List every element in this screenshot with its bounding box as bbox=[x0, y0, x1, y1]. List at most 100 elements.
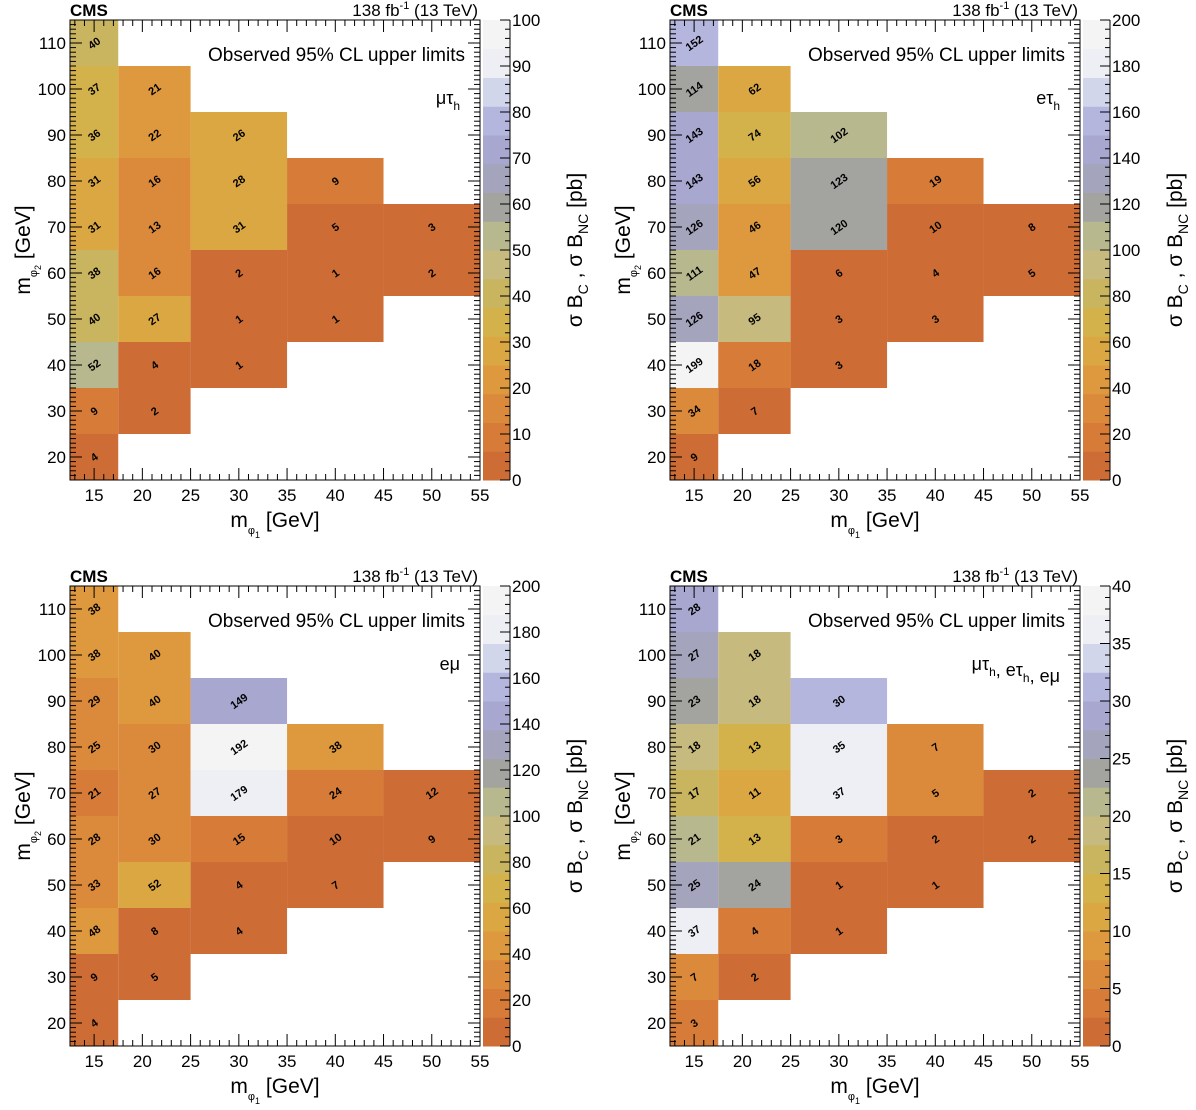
colorbar-tick-label: 180 bbox=[1112, 57, 1140, 76]
cell-value-label: 28 bbox=[86, 831, 103, 848]
colorbar-tick-label: 80 bbox=[512, 103, 531, 122]
cell-value-label: 29 bbox=[86, 693, 103, 710]
cell-value-label: 13 bbox=[147, 219, 164, 236]
y-tick-label: 80 bbox=[647, 172, 666, 191]
y-tick-label: 30 bbox=[47, 402, 66, 421]
heatmap-cell bbox=[190, 770, 288, 816]
colorbar-tick-label: 100 bbox=[512, 11, 540, 30]
colorbar-segment bbox=[483, 192, 510, 222]
cell-value-label: 13 bbox=[747, 831, 764, 848]
cell-value-label: 10 bbox=[327, 831, 344, 848]
y-tick-label: 60 bbox=[47, 264, 66, 283]
colorbar-segment bbox=[1083, 614, 1110, 644]
heatmap-cell bbox=[790, 816, 888, 862]
colorbar-segment bbox=[1083, 902, 1110, 932]
heatmap-cell bbox=[287, 724, 384, 770]
cell-value-label: 38 bbox=[86, 601, 103, 618]
x-tick-label: 15 bbox=[685, 1052, 704, 1071]
cell-value-label: 5 bbox=[330, 221, 342, 234]
colorbar-segment bbox=[483, 643, 510, 673]
colorbar-tick-label: 0 bbox=[1112, 1037, 1121, 1056]
cell-value-label: 1 bbox=[330, 313, 342, 326]
colorbar-segment bbox=[483, 729, 510, 759]
y-tick-label: 80 bbox=[47, 738, 66, 757]
chart-panel-2: 9341991261111261431431141527189547465674… bbox=[612, 0, 1191, 540]
x-tick-label: 25 bbox=[181, 486, 200, 505]
heatmap-cell bbox=[887, 204, 984, 250]
cell-value-label: 6 bbox=[833, 267, 845, 280]
y-tick-label: 20 bbox=[47, 448, 66, 467]
cell-value-label: 3 bbox=[833, 313, 845, 326]
heatmap-cell bbox=[790, 862, 888, 908]
heatmap-cell bbox=[887, 862, 984, 908]
heatmap-cell bbox=[790, 158, 888, 204]
colorbar-segment bbox=[483, 758, 510, 788]
experiment-label: CMS bbox=[70, 567, 108, 586]
y-tick-label: 70 bbox=[47, 784, 66, 803]
heatmap-cell bbox=[887, 296, 984, 342]
colorbar-segment bbox=[1083, 672, 1110, 702]
y-tick-label: 50 bbox=[647, 310, 666, 329]
heatmap-cell bbox=[118, 204, 191, 250]
colorbar-segment bbox=[483, 816, 510, 846]
y-tick-label: 80 bbox=[47, 172, 66, 191]
cell-value-label: 62 bbox=[747, 81, 764, 98]
y-tick-label: 30 bbox=[647, 402, 666, 421]
luminosity-label: 138 fb-1 (13 TeV) bbox=[952, 566, 1078, 586]
colorbar-tick-label: 160 bbox=[1112, 103, 1140, 122]
x-tick-label: 35 bbox=[278, 1052, 297, 1071]
colorbar-segment bbox=[483, 1017, 510, 1047]
cell-value-label: 21 bbox=[86, 785, 103, 802]
cell-value-label: 31 bbox=[231, 219, 248, 236]
x-tick-label: 20 bbox=[733, 1052, 752, 1071]
heatmap-cell bbox=[118, 816, 191, 862]
heatmap-cell bbox=[287, 158, 384, 204]
heatmap-cell bbox=[790, 908, 888, 954]
colorbar-tick-label: 90 bbox=[512, 57, 531, 76]
cell-value-label: 28 bbox=[231, 173, 248, 190]
cell-value-label: 18 bbox=[747, 647, 764, 664]
channel-label: eμ bbox=[440, 654, 460, 674]
cell-value-label: 9 bbox=[330, 175, 342, 188]
luminosity-label: 138 fb-1 (13 TeV) bbox=[352, 0, 478, 20]
cell-value-label: 48 bbox=[86, 923, 103, 940]
y-tick-label: 110 bbox=[639, 34, 666, 53]
colorbar-tick-label: 40 bbox=[512, 945, 531, 964]
colorbar-segment bbox=[483, 163, 510, 193]
cell-value-label: 95 bbox=[747, 311, 764, 328]
colorbar-segment bbox=[1083, 988, 1110, 1018]
colorbar-tick-label: 20 bbox=[512, 379, 531, 398]
chart-panel-3: 4948332821252938385852302730404044151791… bbox=[12, 566, 591, 1106]
heatmap-cell bbox=[118, 678, 191, 724]
heatmap-cell bbox=[118, 724, 191, 770]
cell-value-label: 28 bbox=[686, 601, 703, 618]
cell-value-label: 38 bbox=[86, 265, 103, 282]
cell-value-label: 18 bbox=[686, 739, 703, 756]
cell-value-label: 27 bbox=[147, 785, 164, 802]
colorbar-segment bbox=[1083, 422, 1110, 452]
cell-value-label: 17 bbox=[686, 785, 703, 802]
x-tick-label: 25 bbox=[781, 486, 800, 505]
heatmap-cell bbox=[718, 954, 791, 1000]
heatmap-cell bbox=[118, 158, 191, 204]
heatmap-cell bbox=[118, 862, 191, 908]
heatmap-cell bbox=[718, 296, 791, 342]
plot-title: Observed 95% CL upper limits bbox=[808, 611, 1065, 632]
cell-value-label: 46 bbox=[747, 219, 764, 236]
x-tick-label: 50 bbox=[1022, 1052, 1041, 1071]
heatmap-cell bbox=[287, 770, 384, 816]
heatmap-cell bbox=[118, 342, 191, 388]
heatmap-cell bbox=[887, 770, 984, 816]
cell-value-label: 1 bbox=[930, 879, 942, 892]
heatmap-cell bbox=[983, 816, 1080, 862]
heatmap-cell bbox=[118, 296, 191, 342]
colorbar-segment bbox=[483, 614, 510, 644]
cell-value-label: 37 bbox=[686, 923, 703, 940]
x-tick-label: 25 bbox=[781, 1052, 800, 1071]
y-tick-label: 40 bbox=[47, 922, 66, 941]
cell-value-label: 7 bbox=[330, 879, 342, 892]
cell-value-label: 27 bbox=[686, 647, 703, 664]
cell-value-label: 33 bbox=[86, 877, 103, 894]
heatmap-cell bbox=[790, 724, 888, 770]
cell-value-label: 25 bbox=[686, 877, 703, 894]
